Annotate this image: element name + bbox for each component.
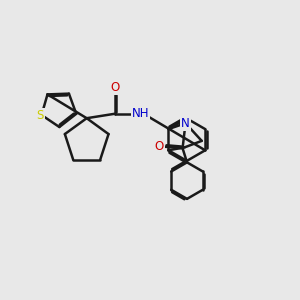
Text: O: O [154, 140, 164, 153]
Text: N: N [181, 117, 190, 130]
Text: NH: NH [132, 107, 149, 120]
Text: O: O [110, 81, 119, 94]
Text: S: S [36, 109, 44, 122]
